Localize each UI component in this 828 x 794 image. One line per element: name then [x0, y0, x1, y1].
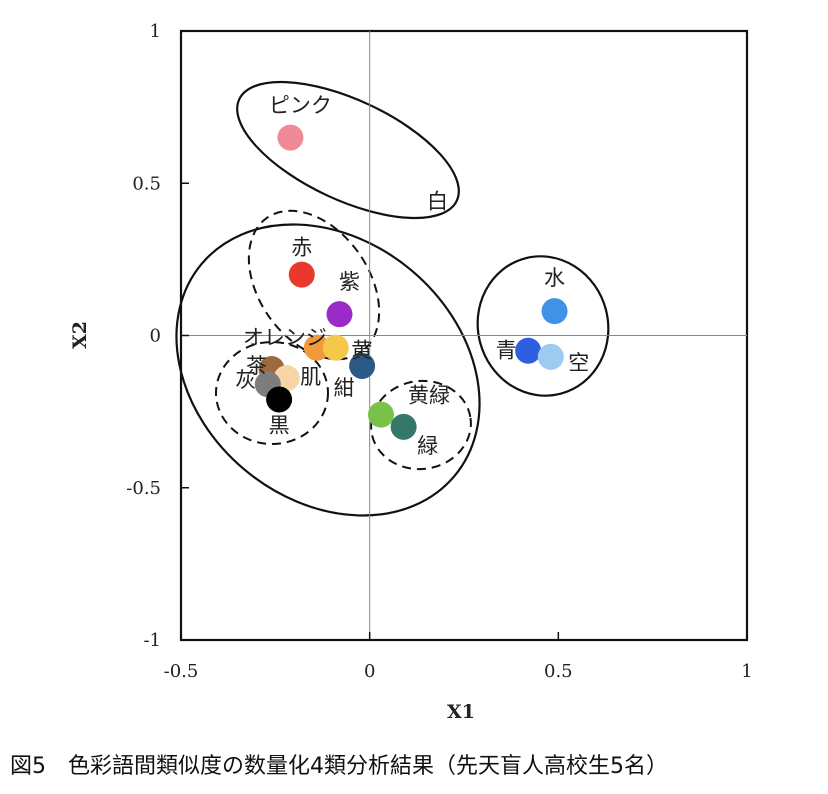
data-point-label: 灰: [235, 368, 256, 392]
y-tick-label: -1: [143, 630, 161, 651]
data-point-label: オレンジ: [243, 326, 327, 350]
data-point-label: 空: [568, 351, 589, 375]
cluster-ellipse-pink-white: [236, 80, 460, 220]
y-tick-label: -0.5: [126, 478, 161, 499]
data-point-label: 白: [427, 189, 448, 213]
data-point: [349, 352, 376, 379]
data-point: [515, 337, 542, 364]
data-point: [266, 386, 293, 413]
data-point-label: 紫: [339, 270, 360, 294]
y-axis-title: X2: [69, 321, 91, 349]
data-point-label: 肌: [300, 365, 321, 389]
data-point: [401, 185, 428, 212]
data-point: [390, 413, 417, 440]
data-point: [367, 401, 394, 428]
data-point-label: 茶: [246, 354, 267, 378]
cluster-ellipse-main: [175, 223, 481, 517]
figure-caption: 図5 色彩語間類似度の数量化4類分析結果（先天盲人高校生5名）: [10, 754, 668, 779]
data-point: [303, 334, 330, 361]
data-point-label: ピンク: [269, 94, 332, 118]
data-point-label: 黒: [269, 413, 290, 437]
x-axis-title: X1: [447, 701, 475, 723]
x-tick-label: -0.5: [164, 661, 199, 682]
data-point-label: 水: [544, 266, 565, 290]
axis-ticks: -0.5 0 0.5 110.50-0.5-1: [126, 21, 752, 682]
data-point: [277, 124, 304, 151]
data-point-label: 赤: [291, 236, 312, 260]
data-point-label: 青: [496, 339, 517, 363]
data-point: [288, 261, 315, 288]
y-tick-label: 0.5: [132, 173, 161, 194]
data-points: [254, 124, 568, 440]
x-tick-label: 0.5: [544, 661, 573, 682]
x-tick-label: 1: [741, 661, 752, 682]
data-point-label: 紺: [334, 376, 355, 400]
cluster-ellipse-blue: [476, 255, 610, 397]
data-point-label: 緑: [417, 434, 438, 458]
cluster-ellipse-green: [370, 379, 472, 471]
cluster-ellipses: [175, 80, 610, 517]
y-tick-label: 1: [150, 21, 161, 42]
cluster-ellipse-brown-black: [215, 341, 329, 445]
x-tick-label: 0: [364, 661, 375, 682]
data-point: [322, 334, 349, 361]
data-point: [326, 301, 353, 328]
data-point-label: 黄緑: [408, 384, 450, 408]
data-point-label: 黄: [351, 339, 372, 363]
y-tick-label: 0: [150, 326, 161, 347]
data-point: [537, 343, 564, 370]
data-point: [541, 298, 568, 325]
cluster-ellipse-red-purple: [247, 209, 381, 361]
